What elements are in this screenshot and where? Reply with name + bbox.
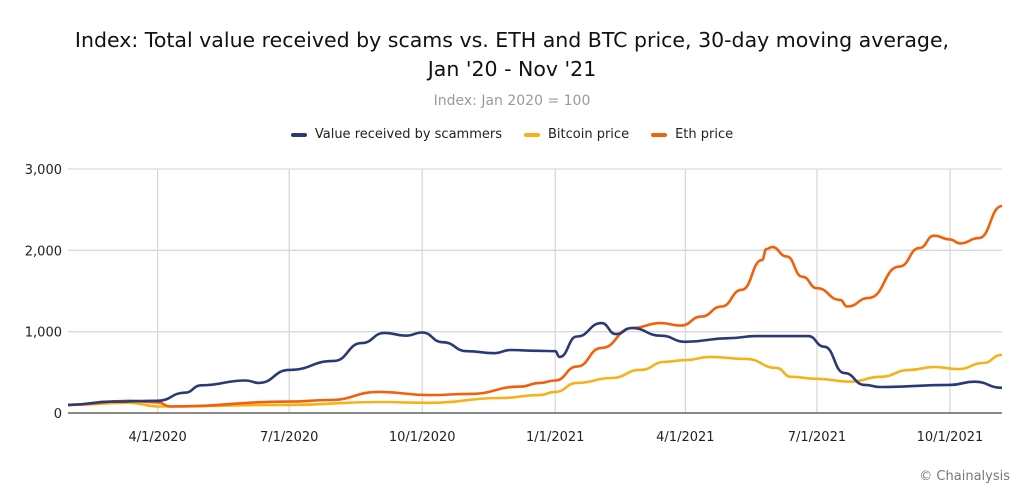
x-tick-label: 10/1/2021 bbox=[917, 430, 984, 445]
chart-subtitle: Index: Jan 2020 = 100 bbox=[433, 93, 591, 109]
series-line-eth-price bbox=[67, 204, 1003, 408]
legend-item-scammers[interactable]: Value received by scammers bbox=[290, 127, 502, 142]
y-tick-label: 0 bbox=[54, 407, 62, 422]
series-line-value-received-by-scammers bbox=[67, 321, 1003, 407]
legend-item-bitcoin[interactable]: Bitcoin price bbox=[524, 127, 629, 142]
y-tick-label: 3,000 bbox=[25, 163, 62, 178]
legend-swatch bbox=[524, 132, 540, 137]
chart-title-line1: Index: Total value received by scams vs.… bbox=[74, 28, 950, 52]
x-tick-label: 1/1/2021 bbox=[526, 430, 584, 445]
x-tick-label: 10/1/2020 bbox=[389, 430, 456, 445]
y-tick-label: 2,000 bbox=[25, 244, 62, 259]
legend-swatch bbox=[290, 132, 307, 137]
chart-title-line2: Jan '20 - Nov '21 bbox=[427, 57, 597, 81]
y-tick-label: 1,000 bbox=[25, 326, 62, 341]
legend: Value received by scammers Bitcoin price… bbox=[0, 127, 1024, 142]
legend-label: Value received by scammers bbox=[314, 127, 502, 142]
legend-label: Bitcoin price bbox=[548, 127, 630, 142]
legend-swatch bbox=[651, 132, 668, 137]
credit: © Chainalysis bbox=[919, 469, 1010, 484]
x-tick-label: 4/1/2020 bbox=[128, 430, 186, 445]
legend-label: Eth price bbox=[675, 127, 734, 142]
x-tick-label: 7/1/2020 bbox=[260, 430, 318, 445]
series-line-bitcoin-price bbox=[67, 353, 1003, 408]
x-tick-label: 4/1/2021 bbox=[656, 430, 714, 445]
legend-item-eth[interactable]: Eth price bbox=[651, 127, 733, 142]
x-tick-label: 7/1/2021 bbox=[788, 430, 846, 445]
